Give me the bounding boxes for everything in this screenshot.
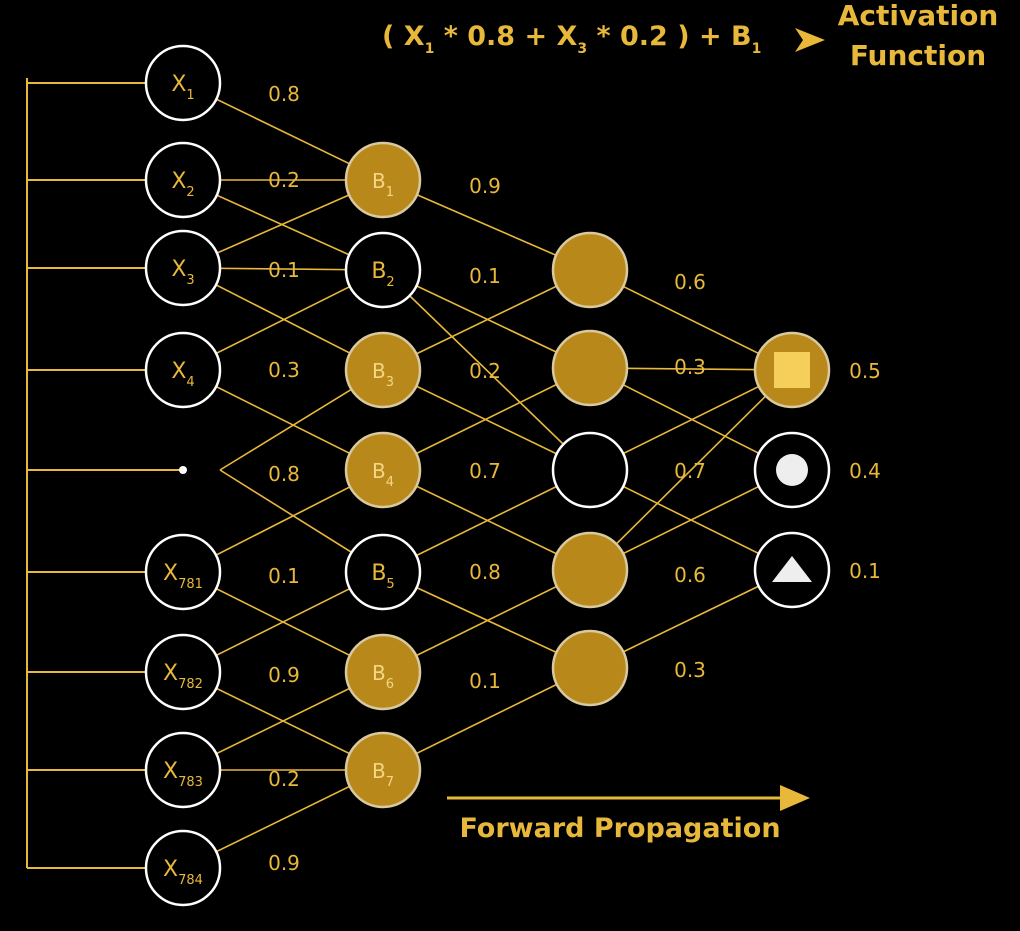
weight-label-layer2: 0.8 [469, 560, 501, 584]
activation-arrow-icon [795, 28, 825, 52]
weight-label-layer3: 0.7 [674, 459, 706, 483]
edge-hidden1-hidden2 [382, 369, 591, 471]
output-value-label: 0.4 [849, 459, 881, 483]
activation-label-line2: Function [850, 39, 986, 72]
input-node-label: X3 [171, 257, 194, 288]
weight-label-layer2: 0.2 [469, 359, 501, 383]
output-value-label: 0.5 [849, 359, 881, 383]
hidden-node-b4 [344, 431, 422, 509]
edge-hidden2-output [589, 369, 793, 571]
hidden-node-b3 [344, 331, 422, 409]
hidden-node-b6 [344, 633, 422, 711]
input-node-x784 [144, 829, 222, 907]
triangle-icon [772, 556, 812, 582]
weight-label-layer2: 0.7 [469, 459, 501, 483]
formula-text: ( X1 * 0.8 + X3 * 0.2 ) + B1 [382, 21, 761, 57]
edge-hidden1-hidden2 [382, 269, 591, 471]
weight-label-layer1: 0.9 [268, 663, 300, 687]
input-node-x4 [144, 331, 222, 409]
hidden-node-label: B5 [371, 561, 394, 592]
input-node-x781 [144, 533, 222, 611]
circle-icon [776, 454, 808, 486]
hidden2-node [551, 231, 629, 309]
input-node-x782 [144, 633, 222, 711]
hidden-node-label: B1 [372, 169, 394, 200]
weight-label-layer1: 0.1 [268, 564, 300, 588]
weight-label-layer1: 0.9 [268, 851, 300, 875]
network-nodes: X1 X2 X3 X4 X781 X782 X783 X784 B1 B2 B3 B4 B5 B6 B7 [144, 44, 831, 907]
weight-label-layer3: 0.6 [674, 270, 706, 294]
hidden-node-label: B6 [372, 661, 394, 692]
hidden-node-label: B7 [372, 759, 394, 790]
input-node-label: X782 [163, 661, 203, 692]
weight-label-layer2: 0.1 [469, 264, 501, 288]
hidden2-node [551, 531, 629, 609]
hidden-node-b2 [344, 231, 422, 309]
weight-label-layer2: 0.1 [469, 669, 501, 693]
hidden2-node [551, 329, 629, 407]
forward-propagation-label: Forward Propagation [459, 813, 780, 844]
forward-arrow-head-icon [780, 785, 810, 811]
output-value-label: 0.1 [849, 559, 881, 583]
hidden-node-b5 [344, 533, 422, 611]
weight-label-layer1: 0.8 [268, 82, 300, 106]
weight-label-layer1: 0.2 [268, 168, 300, 192]
input-node-x3 [144, 229, 222, 307]
weight-label-layer1: 0.2 [268, 767, 300, 791]
edge-hidden1-hidden2 [382, 269, 591, 371]
weight-label-layer1: 0.1 [268, 258, 300, 282]
weight-label-layer3: 0.3 [674, 658, 706, 682]
edge-hidden1-hidden2 [382, 469, 591, 573]
weight-label-layer3: 0.6 [674, 563, 706, 587]
input-node-x2 [144, 141, 222, 219]
input-node-label: X783 [163, 759, 203, 790]
input-node-label: X784 [163, 857, 203, 888]
input-node-x783 [144, 731, 222, 809]
edge-hidden1-hidden2 [382, 469, 591, 571]
input-node-label: X1 [171, 72, 194, 103]
edge-hidden1-hidden2 [382, 569, 591, 673]
square-icon [774, 352, 810, 388]
hidden-node-label: B4 [372, 459, 394, 490]
input-node-label: X781 [163, 561, 203, 592]
hidden2-node [551, 431, 629, 509]
weight-label-layer1: 0.8 [268, 462, 300, 486]
weight-labels: 0.5 0.4 0.1 0.8 0.2 0.1 0.3 0.8 0.1 0.9 0.2 0.9 0.9 0… [268, 82, 881, 875]
hidden-node-label: B2 [371, 259, 394, 290]
input-node-label: X4 [171, 359, 194, 390]
ellipsis-dot-icon [179, 466, 187, 474]
edge-hidden1-hidden2 [382, 367, 591, 471]
input-node-x1 [144, 44, 222, 122]
edge-hidden1-hidden2 [382, 667, 591, 771]
input-node-label: X2 [171, 169, 194, 200]
hidden-node-b1 [344, 141, 422, 219]
hidden-node-b7 [344, 731, 422, 809]
activation-label-line1: Activation [838, 0, 999, 32]
weight-label-layer1: 0.3 [268, 358, 300, 382]
hidden2-node [551, 629, 629, 707]
weight-label-layer3: 0.3 [674, 355, 706, 379]
weight-label-layer2: 0.9 [469, 174, 501, 198]
hidden-node-label: B3 [372, 359, 394, 390]
